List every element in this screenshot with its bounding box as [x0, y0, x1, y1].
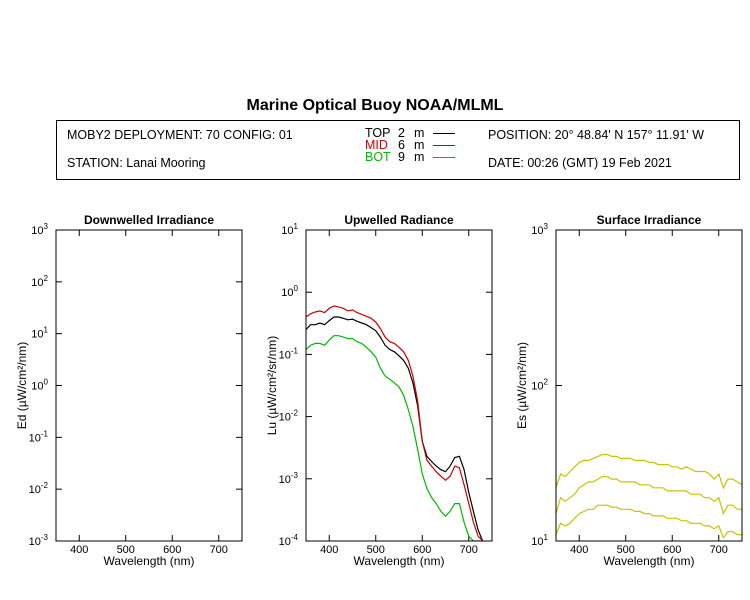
legend-name: TOP	[365, 126, 391, 140]
chart-2: Surface Irradiance 400 500 600 700 101 102 103 W…	[515, 213, 743, 568]
x-tick-label: 700	[210, 544, 228, 556]
x-tick-label: 400	[320, 544, 338, 556]
y-tick-label: 103	[531, 222, 548, 237]
legend-depth: 2	[398, 126, 405, 140]
y-tick-label: 102	[531, 378, 548, 393]
legend-entry-bot: BOT 9 m	[365, 151, 465, 163]
deployment-label: MOBY2 DEPLOYMENT: 70 CONFIG: 01	[67, 128, 293, 142]
y-tick-label: 102	[31, 274, 48, 289]
series-line-surface-2	[556, 504, 742, 539]
legend-unit: m	[414, 126, 425, 140]
x-tick-label: 500	[617, 544, 635, 556]
series-line-mid	[306, 305, 484, 541]
series-line-surface-0	[556, 453, 742, 490]
chart-0: Downwelled Irradiance 400 500 600 700 10-3 10-…	[15, 213, 243, 568]
y-tick-label: 100	[281, 284, 298, 299]
y-tick-label: 10-2	[29, 481, 49, 496]
series-line-bot	[306, 335, 483, 541]
legend-depth: 6	[398, 138, 405, 152]
legend-line	[433, 145, 455, 146]
x-tick-label: 400	[70, 544, 88, 556]
plot-frame	[55, 229, 243, 542]
x-tick-label: 500	[367, 544, 385, 556]
legend-entry-top: TOP 2 m	[365, 127, 465, 139]
y-tick-label: 103	[31, 222, 48, 237]
legend-unit: m	[414, 138, 425, 152]
legend-entry-mid: MID 6 m	[365, 139, 465, 151]
y-tick-label: 101	[531, 533, 548, 548]
y-tick-label: 10-3	[29, 533, 49, 548]
chart-title: Downwelled Irradiance	[84, 213, 214, 227]
legend-name: BOT	[365, 150, 391, 164]
y-axis-label: Ed (µW/cm²/nm)	[15, 342, 29, 430]
x-axis-label: Wavelength (nm)	[104, 554, 195, 568]
x-tick-label: 500	[117, 544, 135, 556]
x-axis-label: Wavelength (nm)	[604, 554, 695, 568]
x-tick-label: 600	[163, 544, 181, 556]
legend-line	[433, 157, 455, 158]
station-label: STATION: Lanai Mooring	[67, 156, 206, 170]
legend-unit: m	[414, 150, 425, 164]
chart-title: Upwelled Radiance	[344, 213, 454, 227]
legend-name: MID	[365, 138, 388, 152]
legend-depth: 9	[398, 150, 405, 164]
y-axis-label: Lu (µW/cm²/sr/nm)	[265, 336, 279, 436]
y-axis-label: Es (µW/cm²/nm)	[515, 342, 529, 429]
y-tick-label: 10-1	[29, 429, 49, 444]
y-tick-label: 101	[281, 222, 298, 237]
chart-title: Surface Irradiance	[597, 213, 702, 227]
position-label: POSITION: 20° 48.84' N 157° 11.91' W	[488, 128, 705, 142]
x-axis-label: Wavelength (nm)	[354, 554, 445, 568]
x-tick-label: 400	[570, 544, 588, 556]
y-tick-label: 10-1	[279, 346, 299, 361]
date-label: DATE: 00:26 (GMT) 19 Feb 2021	[488, 156, 672, 170]
y-tick-label: 10-2	[279, 409, 299, 424]
x-tick-label: 600	[413, 544, 431, 556]
x-tick-label: 700	[710, 544, 728, 556]
plot-frame	[305, 229, 493, 542]
page-title: Marine Optical Buoy NOAA/MLML	[246, 97, 504, 114]
plot-frame	[555, 229, 743, 542]
header-info-box: MOBY2 DEPLOYMENT: 70 CONFIG: 01 STATION:…	[56, 120, 740, 180]
y-tick-label: 101	[31, 326, 48, 341]
y-tick-label: 100	[31, 378, 48, 393]
chart-1: Upwelled Radiance 400 500 600 700 10-4 10-3 10-…	[265, 213, 493, 568]
series-line-top	[306, 316, 484, 541]
legend-line	[433, 133, 455, 134]
y-tick-label: 10-3	[279, 471, 299, 486]
series-line-surface-1	[556, 475, 742, 516]
x-tick-label: 600	[663, 544, 681, 556]
y-tick-label: 10-4	[279, 533, 299, 548]
x-tick-label: 700	[460, 544, 478, 556]
